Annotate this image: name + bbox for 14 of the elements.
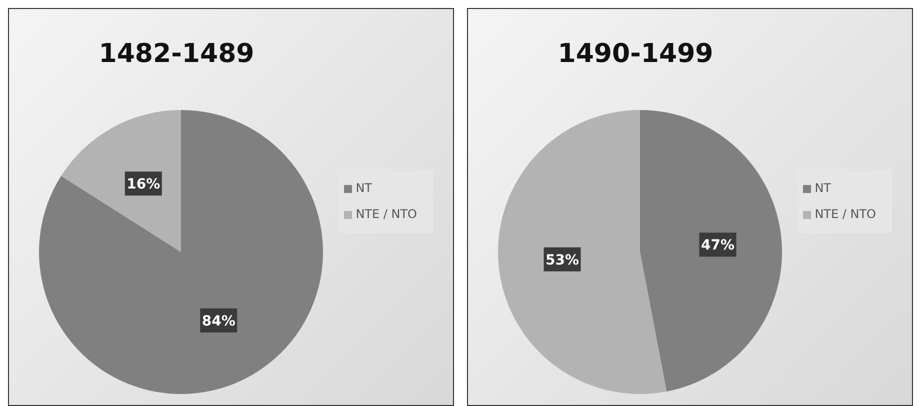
data-label: 47% bbox=[700, 238, 735, 254]
legend-label: NT bbox=[356, 181, 372, 195]
pie-slice bbox=[61, 110, 181, 252]
chart-title: 1490-1499 bbox=[556, 39, 714, 69]
legend-label: NTE / NTO bbox=[356, 207, 417, 221]
pie-slice bbox=[498, 110, 667, 394]
pie-slice bbox=[39, 110, 323, 394]
chart-title: 1482-1489 bbox=[98, 39, 256, 69]
legend-label: NTE / NTO bbox=[814, 207, 876, 221]
data-label: 84% bbox=[202, 313, 236, 330]
data-label: 53% bbox=[545, 252, 580, 268]
legend-label: NT bbox=[814, 181, 831, 195]
data-label: 16% bbox=[126, 176, 160, 193]
pie-slice bbox=[640, 110, 782, 392]
